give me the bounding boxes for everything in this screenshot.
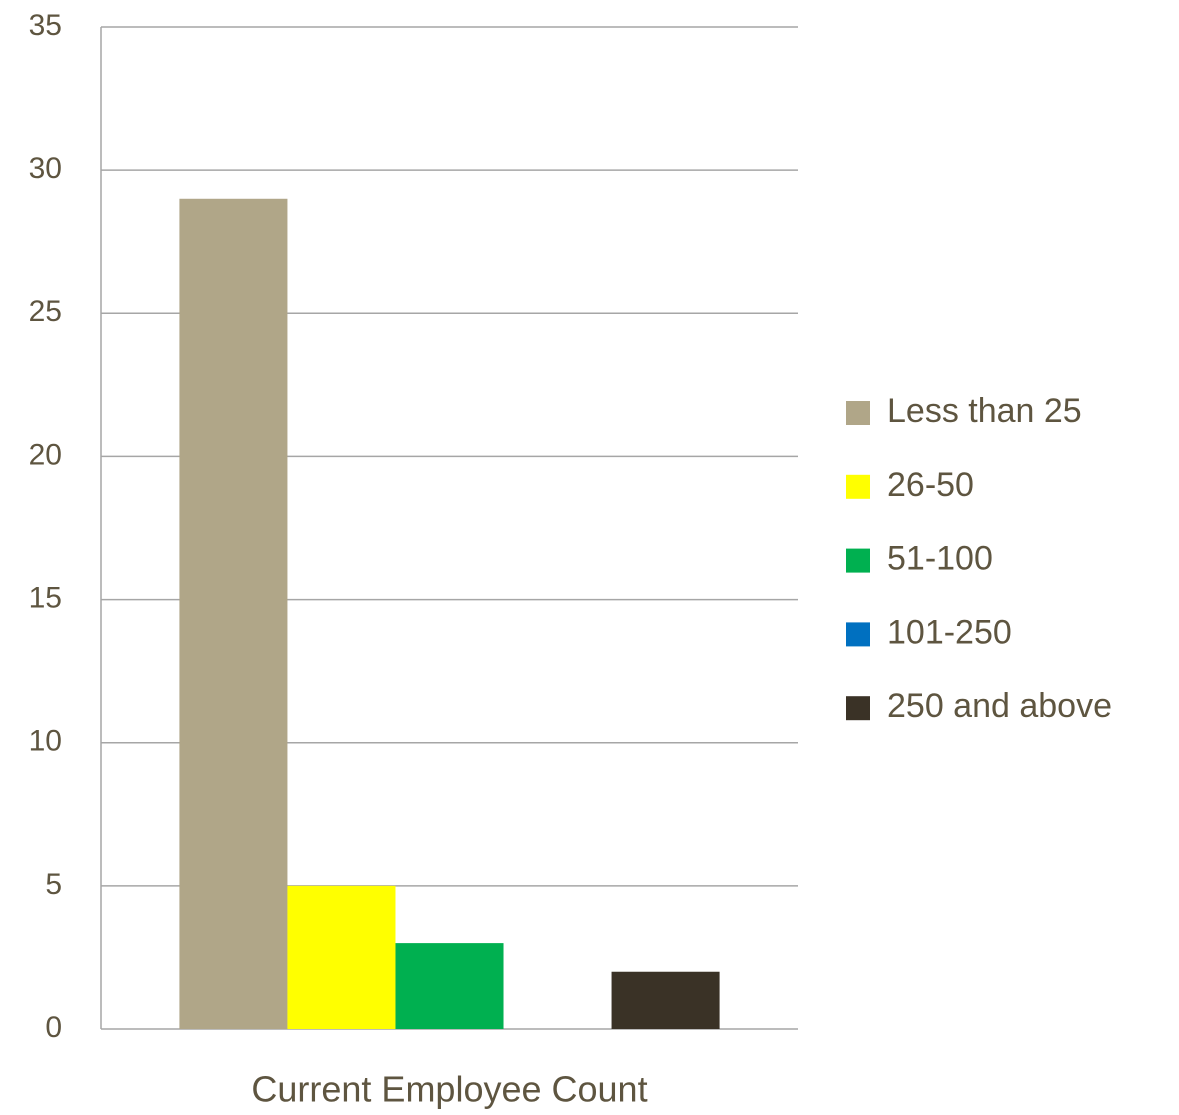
legend-label: Less than 25 [887,392,1082,430]
y-tick-label: 25 [29,295,62,328]
bar [179,198,288,1029]
bar [395,943,504,1029]
y-tick-label: 5 [45,868,62,901]
y-tick-label: 30 [29,152,62,185]
y-tick-label: 20 [29,438,62,471]
y-tick-label: 15 [29,581,62,614]
y-tick-label: 0 [45,1011,62,1044]
y-tick-label: 10 [29,725,62,758]
bar [611,971,720,1029]
legend-label: 51-100 [887,540,993,578]
legend-label: 101-250 [887,613,1012,651]
legend-label: 250 and above [887,687,1112,725]
legend-swatch [846,401,870,425]
legend-label: 26-50 [887,466,974,504]
legend-swatch [846,548,870,573]
legend-swatch [846,622,870,647]
bar [287,885,396,1029]
y-tick-label: 35 [29,9,62,42]
x-tick-label: Current Employee Count [251,1069,647,1110]
legend-swatch [846,696,870,721]
legend-swatch [846,474,870,499]
